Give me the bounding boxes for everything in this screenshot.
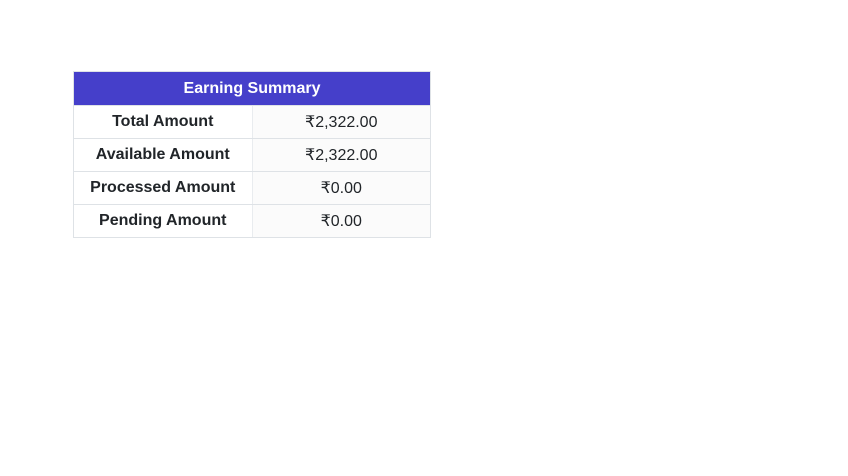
earning-summary-header: Earning Summary [73,71,431,106]
row-label-total: Total Amount [73,105,253,139]
earning-summary-table: Earning Summary Total Amount ₹2,322.00 A… [73,71,431,238]
header-row: Earning Summary [73,71,431,106]
row-value-pending: ₹0.00 [252,204,431,238]
row-value-processed: ₹0.00 [252,171,431,205]
row-value-total: ₹2,322.00 [252,105,431,139]
earning-summary-body: Total Amount ₹2,322.00 Available Amount … [73,105,431,238]
table-row-available: Available Amount ₹2,322.00 [73,138,431,172]
earning-summary-title: Earning Summary [73,71,431,106]
row-label-pending: Pending Amount [73,204,253,238]
row-value-available: ₹2,322.00 [252,138,431,172]
row-label-processed: Processed Amount [73,171,253,205]
table-row-total: Total Amount ₹2,322.00 [73,105,431,139]
table-row-processed: Processed Amount ₹0.00 [73,171,431,205]
table-row-pending: Pending Amount ₹0.00 [73,204,431,238]
row-label-available: Available Amount [73,138,253,172]
